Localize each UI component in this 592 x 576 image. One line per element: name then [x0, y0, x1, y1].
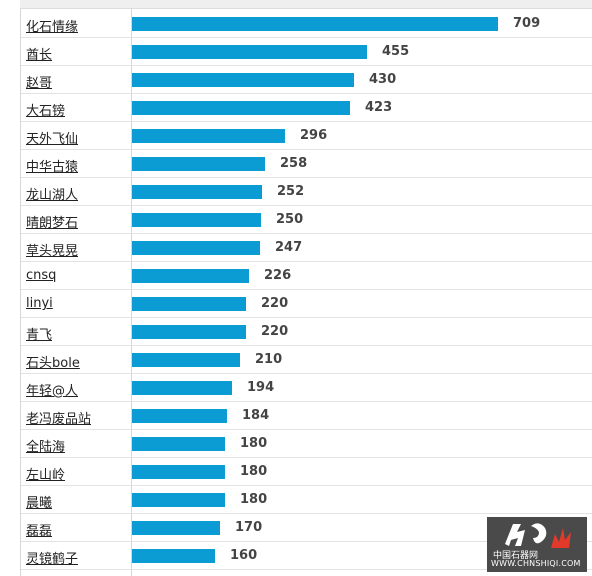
bar — [132, 269, 249, 283]
ranking-row: cnsq 226 — [21, 262, 592, 290]
bar-value-label: 160 — [230, 548, 258, 563]
bar-value-label: 252 — [277, 184, 305, 199]
bar — [132, 45, 367, 59]
user-name-link[interactable]: 石头bole — [26, 356, 80, 371]
bar-value-label: 250 — [276, 212, 304, 227]
bar — [132, 521, 220, 535]
ranking-panel — [20, 0, 592, 576]
ranking-row: 天外飞仙 296 — [21, 122, 592, 150]
bar — [132, 17, 498, 31]
user-name-link[interactable]: 磊磊 — [26, 524, 53, 539]
user-name-link[interactable]: 大石镑 — [26, 104, 66, 119]
bar — [132, 73, 354, 87]
bar — [132, 241, 260, 255]
bar-value-label: 247 — [275, 240, 303, 255]
user-name-link[interactable]: 龙山湖人 — [26, 188, 79, 203]
panel-header — [20, 0, 592, 9]
bar-value-label: 220 — [261, 296, 289, 311]
bar — [132, 381, 232, 395]
user-name-link[interactable]: 中华古猿 — [26, 160, 79, 175]
bar — [132, 297, 246, 311]
ranking-row: 青飞 220 — [21, 318, 592, 346]
bar-value-label: 258 — [280, 156, 308, 171]
bar-value-label: 430 — [369, 72, 397, 87]
user-name-link[interactable]: 赵哥 — [26, 76, 53, 91]
ranking-row: 酋长 455 — [21, 38, 592, 66]
user-name-link[interactable]: 草头晃晃 — [26, 244, 79, 259]
bar-value-label: 194 — [247, 380, 275, 395]
ranking-row: 全陆海 180 — [21, 430, 592, 458]
ranking-row: 左山岭 180 — [21, 458, 592, 486]
ranking-row: 晴朗梦石 250 — [21, 206, 592, 234]
user-name-link[interactable]: 灵镜鹤子 — [26, 552, 79, 567]
bar — [132, 549, 215, 563]
user-name-link[interactable]: cnsq — [26, 268, 57, 283]
bar-value-label: 296 — [300, 128, 328, 143]
user-name-link[interactable]: 左山岭 — [26, 468, 66, 483]
user-name-link[interactable]: 晨曦 — [26, 496, 53, 511]
site-watermark: 中国石器网 WWW.CHNSHIQI.COM — [487, 517, 587, 572]
ranking-row: 晨曦 180 — [21, 486, 592, 514]
ranking-row: 老冯废品站 184 — [21, 402, 592, 430]
ranking-row: 灵镜鹤子 160 — [21, 542, 592, 570]
user-name-link[interactable]: 晴朗梦石 — [26, 216, 79, 231]
watermark-site-name: 中国石器网 — [493, 551, 539, 561]
bar — [132, 353, 240, 367]
bar — [132, 437, 225, 451]
column-divider — [131, 9, 132, 576]
bar-value-label: 423 — [365, 100, 393, 115]
bar-value-label: 180 — [240, 464, 268, 479]
bar-value-label: 455 — [382, 44, 410, 59]
bar-value-label: 226 — [264, 268, 292, 283]
bar — [132, 409, 227, 423]
bar-value-label: 180 — [240, 492, 268, 507]
ranking-row: 石头bole 210 — [21, 346, 592, 374]
user-name-link[interactable]: 天外飞仙 — [26, 132, 79, 147]
user-name-link[interactable]: 化石情缘 — [26, 20, 79, 35]
bar — [132, 493, 225, 507]
bar-value-label: 184 — [242, 408, 270, 423]
bar — [132, 129, 285, 143]
bar — [132, 101, 350, 115]
bar — [132, 325, 246, 339]
ranking-row: 龙山湖人 252 — [21, 178, 592, 206]
bar — [132, 157, 265, 171]
user-name-link[interactable]: 老冯废品站 — [26, 412, 92, 427]
ranking-row: 草头晃晃 247 — [21, 234, 592, 262]
ranking-row: 中华古猿 258 — [21, 150, 592, 178]
user-name-link[interactable]: linyi — [26, 296, 53, 311]
ranking-row: 赵哥 430 — [21, 66, 592, 94]
user-name-link[interactable]: 酋长 — [26, 48, 53, 63]
bar — [132, 465, 225, 479]
bar-value-label: 220 — [261, 324, 289, 339]
ranking-row: 磊磊 170 — [21, 514, 592, 542]
user-name-link[interactable]: 青飞 — [26, 328, 53, 343]
watermark-url: WWW.CHNSHIQI.COM — [491, 559, 581, 568]
user-name-link[interactable]: 全陆海 — [26, 440, 66, 455]
bar — [132, 213, 261, 227]
ranking-row: 年轻@人 194 — [21, 374, 592, 402]
ranking-row: 化石情缘 709 — [21, 10, 592, 38]
bar-value-label: 709 — [513, 16, 541, 31]
bar — [132, 185, 262, 199]
ranking-row: linyi 220 — [21, 290, 592, 318]
user-name-link[interactable]: 年轻@人 — [26, 384, 79, 399]
bar-value-label: 170 — [235, 520, 263, 535]
bar-value-label: 210 — [255, 352, 283, 367]
bar-value-label: 180 — [240, 436, 268, 451]
ranking-row: 大石镑 423 — [21, 94, 592, 122]
watermark-logo-icon — [505, 523, 571, 548]
